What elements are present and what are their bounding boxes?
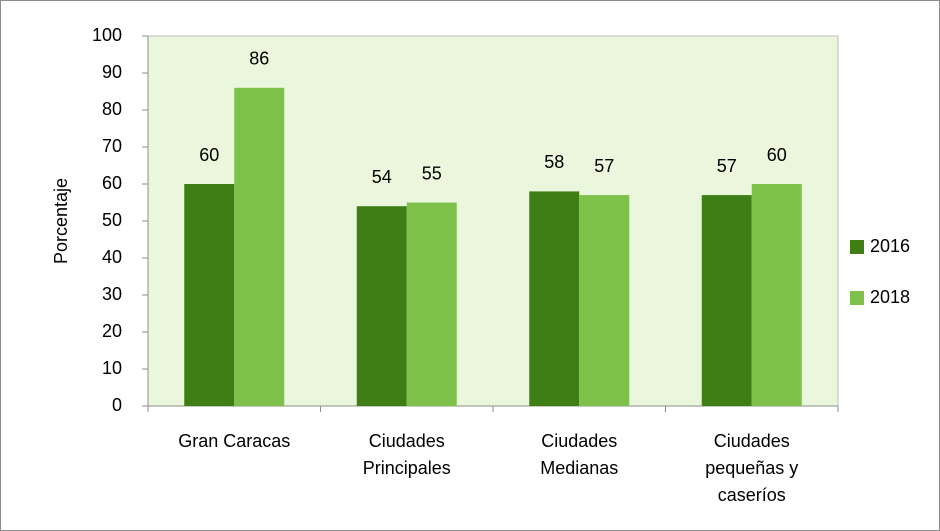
data-label: 54 xyxy=(372,167,392,187)
data-label: 57 xyxy=(594,156,614,176)
data-label: 60 xyxy=(767,145,787,165)
bar xyxy=(529,191,580,406)
bar xyxy=(234,87,285,407)
data-label: 60 xyxy=(199,145,219,165)
y-tick-label: 40 xyxy=(102,247,122,267)
y-tick-label: 30 xyxy=(102,284,122,304)
bar xyxy=(356,206,407,406)
y-tick-label: 10 xyxy=(102,358,122,378)
y-tick-label: 50 xyxy=(102,210,122,230)
bar xyxy=(184,184,235,406)
bar xyxy=(701,195,752,406)
y-tick-label: 70 xyxy=(102,136,122,156)
data-label: 57 xyxy=(717,156,737,176)
y-tick-label: 60 xyxy=(102,173,122,193)
bar xyxy=(579,195,630,406)
y-tick-label: 80 xyxy=(102,99,122,119)
y-tick-label: 20 xyxy=(102,321,122,341)
x-tick-label: Ciudades pequeñas y caseríos xyxy=(705,431,799,505)
data-label: 58 xyxy=(544,152,564,172)
legend-swatch xyxy=(850,291,864,305)
bar xyxy=(751,184,802,406)
y-axis-label: Porcentaje xyxy=(51,178,71,264)
x-tick-label: Ciudades Medianas xyxy=(540,431,619,478)
x-tick-label: Ciudades Principales xyxy=(362,431,451,478)
data-label: 55 xyxy=(422,163,442,183)
y-tick-label: 0 xyxy=(112,395,122,415)
x-tick-label: Gran Caracas xyxy=(178,431,291,451)
legend-label: 2016 xyxy=(870,236,910,256)
bar xyxy=(406,202,457,406)
legend-swatch xyxy=(850,240,864,254)
data-label: 86 xyxy=(249,49,269,69)
legend-label: 2018 xyxy=(870,287,910,307)
y-tick-label: 100 xyxy=(92,25,122,45)
y-tick-label: 90 xyxy=(102,62,122,82)
